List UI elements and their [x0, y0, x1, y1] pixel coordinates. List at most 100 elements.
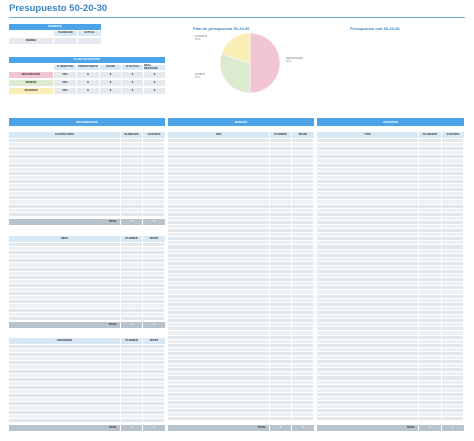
table-cell[interactable]: [442, 241, 464, 245]
table-cell[interactable]: [419, 224, 442, 229]
table-cell[interactable]: [317, 282, 419, 286]
table-row[interactable]: [9, 143, 165, 148]
table-cell[interactable]: [168, 167, 270, 171]
table-row[interactable]: [168, 290, 314, 295]
table-cell[interactable]: [317, 139, 419, 143]
table-cell[interactable]: [9, 143, 121, 147]
table-cell[interactable]: [419, 270, 442, 274]
table-cell[interactable]: [121, 251, 143, 255]
table-cell[interactable]: [143, 349, 165, 353]
table-cell[interactable]: [270, 335, 292, 339]
table-cell[interactable]: [270, 224, 292, 229]
table-row[interactable]: [317, 298, 464, 303]
table-cell[interactable]: [317, 319, 419, 323]
table-row[interactable]: [168, 204, 314, 209]
table-row[interactable]: [9, 312, 165, 317]
table-row[interactable]: [9, 147, 165, 152]
table-cell[interactable]: [442, 179, 464, 184]
table-row[interactable]: [317, 323, 464, 328]
table-row[interactable]: [168, 315, 314, 320]
table-cell[interactable]: [9, 312, 121, 316]
table-row[interactable]: [317, 249, 464, 254]
table-cell[interactable]: [168, 319, 270, 323]
table-cell[interactable]: [292, 220, 314, 224]
table-cell[interactable]: [292, 196, 314, 200]
table-cell[interactable]: [442, 175, 464, 179]
table-cell[interactable]: [168, 163, 270, 167]
table-row[interactable]: [168, 184, 314, 189]
table-row[interactable]: [9, 414, 165, 419]
table-cell[interactable]: [442, 208, 464, 212]
table-row[interactable]: [9, 204, 165, 209]
table-cell[interactable]: [317, 192, 419, 196]
table-cell[interactable]: [270, 278, 292, 282]
table-cell[interactable]: [317, 159, 419, 163]
table-cell[interactable]: [121, 304, 143, 308]
table-cell[interactable]: [317, 224, 419, 229]
table-cell[interactable]: [121, 275, 143, 279]
table-cell[interactable]: [168, 216, 270, 220]
table-cell[interactable]: [9, 200, 121, 204]
table-cell[interactable]: [292, 249, 314, 253]
table-row[interactable]: [168, 147, 314, 152]
table-cell[interactable]: [143, 167, 165, 171]
table-cell[interactable]: [168, 212, 270, 216]
table-cell[interactable]: [292, 392, 314, 396]
table-row[interactable]: [317, 364, 464, 369]
table-cell[interactable]: [270, 364, 292, 368]
table-row[interactable]: [9, 243, 165, 248]
table-cell[interactable]: [442, 216, 464, 220]
table-cell[interactable]: [270, 372, 292, 376]
table-cell[interactable]: [442, 237, 464, 241]
table-row[interactable]: [317, 319, 464, 324]
table-cell[interactable]: [121, 418, 143, 422]
table-cell[interactable]: [168, 290, 270, 294]
table-row[interactable]: [317, 282, 464, 287]
table-cell[interactable]: [168, 188, 270, 192]
table-cell[interactable]: [317, 200, 419, 204]
table-cell[interactable]: [317, 253, 419, 257]
table-cell[interactable]: [121, 255, 143, 259]
table-cell[interactable]: [419, 143, 442, 147]
table-cell[interactable]: [168, 208, 270, 212]
table-cell[interactable]: [317, 405, 419, 409]
table-cell[interactable]: [317, 249, 419, 253]
table-cell[interactable]: [168, 417, 270, 421]
table-cell[interactable]: [270, 175, 292, 179]
table-cell[interactable]: [442, 331, 464, 335]
table-cell[interactable]: [168, 376, 270, 380]
table-row[interactable]: [9, 212, 165, 217]
table-cell[interactable]: [292, 171, 314, 175]
table-row[interactable]: [168, 224, 314, 230]
table-row[interactable]: [317, 147, 464, 152]
table-cell[interactable]: [9, 385, 121, 390]
table-cell[interactable]: [317, 265, 419, 269]
table-cell[interactable]: [168, 286, 270, 290]
table-cell[interactable]: [121, 365, 143, 369]
table-cell[interactable]: [419, 355, 442, 360]
table-cell[interactable]: [143, 275, 165, 279]
table-cell[interactable]: [168, 364, 270, 368]
table-cell[interactable]: [442, 224, 464, 229]
table-row[interactable]: [9, 263, 165, 268]
table-cell[interactable]: [419, 319, 442, 323]
table-cell[interactable]: [292, 380, 314, 384]
table-cell[interactable]: [419, 212, 442, 216]
table-cell[interactable]: [9, 308, 121, 312]
table-cell[interactable]: [292, 233, 314, 237]
table-row[interactable]: [317, 396, 464, 401]
table-row[interactable]: [168, 175, 314, 180]
table-cell[interactable]: [317, 401, 419, 405]
table-cell[interactable]: [292, 294, 314, 298]
table-cell[interactable]: [419, 257, 442, 261]
table-cell[interactable]: [317, 347, 419, 351]
table-cell[interactable]: [292, 212, 314, 216]
table-cell[interactable]: [270, 405, 292, 409]
table-cell[interactable]: [292, 396, 314, 400]
table-cell[interactable]: [9, 398, 121, 402]
table-row[interactable]: [9, 288, 165, 293]
table-cell[interactable]: [292, 343, 314, 347]
table-cell[interactable]: [317, 360, 419, 364]
table-cell[interactable]: [121, 167, 143, 171]
table-cell[interactable]: [292, 253, 314, 257]
